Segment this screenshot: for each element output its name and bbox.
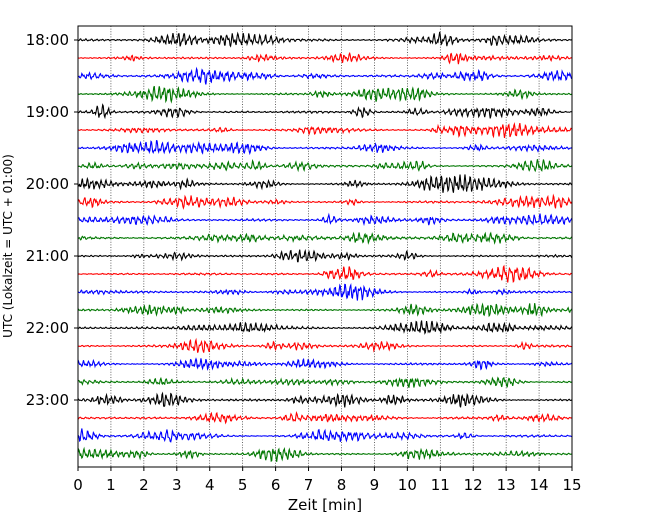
x-tick-label: 4 — [205, 476, 215, 494]
trace-line — [77, 264, 573, 284]
x-tick-label: 2 — [139, 476, 149, 494]
x-tick-label: 0 — [73, 476, 83, 494]
x-tick-label: 1 — [106, 476, 116, 494]
y-tick-label: 20:00 — [26, 175, 69, 193]
trace-line — [77, 66, 573, 85]
trace-line — [77, 121, 573, 139]
trace-line — [77, 51, 573, 65]
trace-line — [77, 357, 573, 371]
plot-frame — [77, 25, 573, 468]
trace-line — [77, 231, 573, 245]
trace-line — [77, 31, 573, 48]
x-tick-label: 3 — [172, 476, 182, 494]
grid-lines — [110, 26, 540, 467]
trace-line — [77, 428, 573, 443]
y-tick-label: 23:00 — [26, 391, 69, 409]
x-tick-label: 6 — [271, 476, 281, 494]
y-tick-label: 18:00 — [26, 31, 69, 49]
trace-line — [77, 391, 573, 408]
x-axis-label: Zeit [min] — [288, 496, 362, 514]
trace-line — [77, 193, 573, 210]
trace-line — [77, 302, 573, 318]
trace-line — [77, 411, 573, 425]
x-tick-label: 10 — [398, 476, 417, 494]
trace-line — [77, 103, 573, 120]
y-tick-label: 19:00 — [26, 103, 69, 121]
x-tick-label: 12 — [464, 476, 483, 494]
plot-area — [78, 26, 572, 467]
x-tick-label: 13 — [497, 476, 516, 494]
y-tick-label: 22:00 — [26, 319, 69, 337]
x-tick-label: 8 — [337, 476, 347, 494]
trace-line — [77, 320, 573, 335]
y-axis-ticks: 18:00 19:00 20:00 21:00 22:00 23:00 — [26, 31, 78, 409]
x-tick-label: 15 — [562, 476, 581, 494]
x-tick-label: 9 — [370, 476, 380, 494]
x-tick-label: 11 — [431, 476, 450, 494]
trace-line — [77, 85, 573, 104]
x-axis-ticks: 0 1 2 3 4 5 6 7 8 9 10 11 12 13 14 15 — [73, 467, 582, 494]
trace-line — [77, 283, 573, 301]
y-axis-label: UTC (Lokalzeit = UTC + 01:00) — [1, 154, 15, 338]
seismic-traces — [77, 31, 573, 463]
x-tick-label: 5 — [238, 476, 248, 494]
trace-line — [77, 212, 573, 227]
trace-line — [77, 446, 573, 463]
trace-line — [77, 337, 573, 353]
trace-line — [77, 140, 573, 156]
trace-line — [77, 174, 573, 193]
trace-line — [77, 376, 573, 388]
y-tick-label: 21:00 — [26, 247, 69, 265]
trace-line — [77, 248, 573, 263]
trace-line — [77, 158, 573, 173]
x-tick-label: 7 — [304, 476, 314, 494]
x-tick-label: 14 — [530, 476, 549, 494]
